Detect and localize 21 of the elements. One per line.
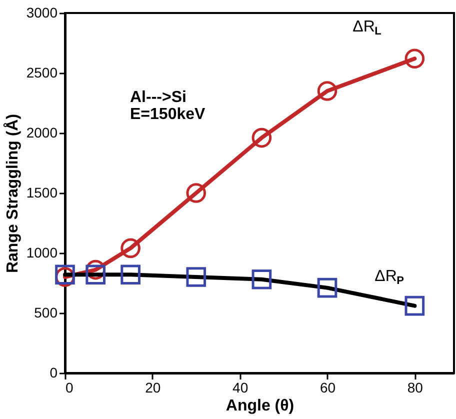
- x-tick-label: 20: [145, 380, 161, 396]
- annotation: Al--->Si: [130, 89, 186, 106]
- y-tick-label: 0: [50, 364, 58, 380]
- x-tick-label: 40: [232, 380, 248, 396]
- point: [120, 238, 140, 258]
- y-tick-label: 3000: [26, 4, 58, 20]
- x-tick-label: 80: [407, 380, 424, 396]
- y-tick-label: 2500: [26, 64, 58, 80]
- y-tick-label: 2000: [26, 124, 58, 140]
- point: [186, 183, 206, 203]
- y-axis-title: Range Straggling (Å): [2, 114, 22, 274]
- point: [404, 48, 425, 68]
- point: [317, 81, 338, 101]
- point: [252, 128, 272, 148]
- annotation: E=150keV: [130, 106, 206, 123]
- x-tick-label: 0: [66, 380, 74, 396]
- x-tick-label: 60: [320, 380, 336, 396]
- x-axis-title: Angle (θ): [226, 398, 294, 414]
- y-tick-label: 1500: [26, 184, 58, 200]
- y-tick-label: 1000: [26, 244, 58, 260]
- y-tick-label: 500: [34, 304, 58, 320]
